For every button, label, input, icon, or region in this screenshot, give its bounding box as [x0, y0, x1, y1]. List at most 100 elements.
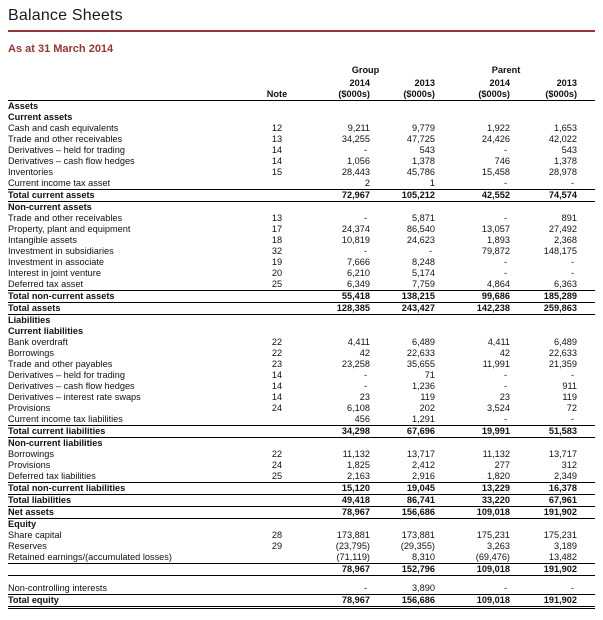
value-cell: 191,902: [510, 594, 596, 609]
note-cell: 22: [271, 337, 283, 347]
note-cell: 25: [258, 471, 296, 483]
row-label: Intangible assets: [8, 235, 77, 245]
value-cell: 1,893: [487, 235, 510, 245]
year-label: 2013: [414, 78, 435, 88]
value-cell: [370, 112, 435, 123]
total-row: Total non-current liabilities 15,120 19,04…: [8, 482, 596, 495]
note-cell: 19: [271, 257, 283, 267]
row-label: Current income tax liabilities: [8, 414, 258, 426]
table-row: Property, plant and equipment 17 24,374 86,…: [8, 224, 595, 235]
value-cell: 47,725: [406, 134, 435, 144]
value-cell: -: [503, 145, 507, 155]
row-label: Cash and cash equivalents: [8, 123, 119, 133]
value-cell: 7,759: [370, 279, 435, 291]
value-cell: 72,967: [296, 189, 370, 202]
row-label: Current income tax asset: [8, 178, 258, 190]
value-cell: 28,978: [548, 167, 578, 177]
table-row: Trade and other receivables 13 34,255 47,72…: [8, 134, 595, 145]
value-cell: 891: [561, 213, 578, 223]
section-row: Current assets: [8, 112, 595, 123]
note-cell: [258, 302, 296, 315]
year-label: 2013: [556, 78, 578, 88]
table-row: Non-controlling interests -3,890- -: [8, 583, 596, 595]
total-row: Total non-current assets 55,418 138,215 99,…: [8, 290, 596, 303]
value-cell: 1,291: [370, 414, 435, 426]
row-label: Non-controlling interests: [8, 583, 258, 595]
section-row: Current liabilities: [8, 326, 595, 337]
value-cell: 2,412: [412, 460, 435, 470]
value-cell: [296, 112, 370, 123]
value-cell: 86,540: [406, 224, 435, 234]
value-cell: 42,022: [548, 134, 578, 144]
value-cell: 21,359: [548, 359, 578, 369]
note-cell: [258, 189, 296, 202]
row-label: Total assets: [8, 302, 258, 315]
note-cell: [258, 519, 296, 531]
table-row: Borrowings 22 11,132 13,717 11,132 13,717: [8, 449, 595, 460]
value-cell: 49,418: [296, 494, 370, 507]
value-cell: 13,229: [435, 482, 510, 495]
value-cell: -: [363, 213, 367, 223]
value-cell: [296, 202, 370, 214]
value-cell: [435, 326, 510, 337]
row-label: Assets: [8, 101, 39, 111]
value-cell: [370, 576, 435, 584]
value-cell: 9,779: [412, 123, 435, 133]
year-label: 2014: [349, 78, 370, 88]
total-row: Total equity 78,967 156,686 109,018 191,902: [8, 594, 596, 609]
value-cell: 456: [296, 414, 370, 426]
note-cell: [258, 482, 296, 495]
value-cell: [370, 519, 435, 531]
row-label: Borrowings: [8, 348, 54, 358]
empty-header-cell: [8, 64, 258, 76]
value-cell: 4,411: [347, 337, 370, 347]
value-cell: 1,378: [554, 156, 578, 166]
value-cell: 156,686: [370, 594, 435, 609]
table-row: Retained earnings/(accumulated losses) (7…: [8, 552, 596, 564]
value-cell: 746: [494, 156, 510, 166]
value-cell: 1,056: [347, 156, 370, 166]
value-cell: 1,236: [412, 381, 435, 391]
table-row: Cash and cash equivalents 12 9,211 9,779 1,9…: [8, 123, 595, 134]
value-cell: 23: [359, 392, 370, 402]
value-cell: [435, 519, 510, 531]
value-cell: 11,132: [482, 449, 510, 459]
unit-label: ($000s): [338, 88, 370, 99]
section-row: Non-current liabilities: [8, 438, 595, 450]
value-cell: 202: [419, 403, 435, 413]
value-cell: 1,825: [347, 460, 370, 470]
note-cell: 12: [271, 123, 283, 133]
value-cell: [435, 101, 510, 113]
spacer-row: [8, 576, 595, 584]
row-label: Trade and other receivables: [8, 213, 123, 223]
value-cell: -: [570, 268, 575, 278]
value-cell: [435, 112, 510, 123]
value-cell: [296, 576, 370, 584]
parent-2014-column-header: 2014 ($000s): [435, 76, 510, 101]
note-cell: 24: [271, 403, 283, 413]
value-cell: 6,489: [554, 337, 578, 347]
total-row: Total current liabilities 34,298 67,696 19,…: [8, 425, 596, 438]
value-cell: 42: [359, 348, 370, 358]
value-cell: 3,263: [487, 541, 510, 551]
value-cell: -: [428, 246, 432, 256]
table-header: Group Parent Note 2014 ($000s) 2013 ($00…: [8, 64, 596, 101]
value-cell: 11,132: [342, 449, 370, 459]
year-header-row: Note 2014 ($000s) 2013 ($000s) 2014 ($00…: [8, 76, 596, 101]
table-row: Reserves 29 (23,795) (29,355) 3,263 3,189: [8, 541, 595, 552]
table-row: Provisions 24 1,825 2,412 277 312: [8, 460, 595, 471]
value-cell: -: [503, 257, 507, 267]
value-cell: 42,552: [435, 189, 510, 202]
value-cell: 15,458: [481, 167, 510, 177]
report-date-subtitle: As at 31 March 2014: [8, 43, 114, 55]
row-label: Provisions: [8, 403, 51, 413]
row-label: Interest in joint venture: [8, 268, 101, 278]
value-cell: -: [503, 268, 507, 278]
note-cell: [258, 563, 296, 576]
value-cell: -: [363, 370, 367, 380]
value-cell: [370, 438, 435, 450]
value-cell: 5,871: [412, 213, 435, 223]
value-cell: [435, 576, 510, 584]
table-row: Deferred tax asset 25 6,349 7,759 4,864 6,363: [8, 279, 596, 291]
row-label: Reserves: [8, 541, 47, 551]
